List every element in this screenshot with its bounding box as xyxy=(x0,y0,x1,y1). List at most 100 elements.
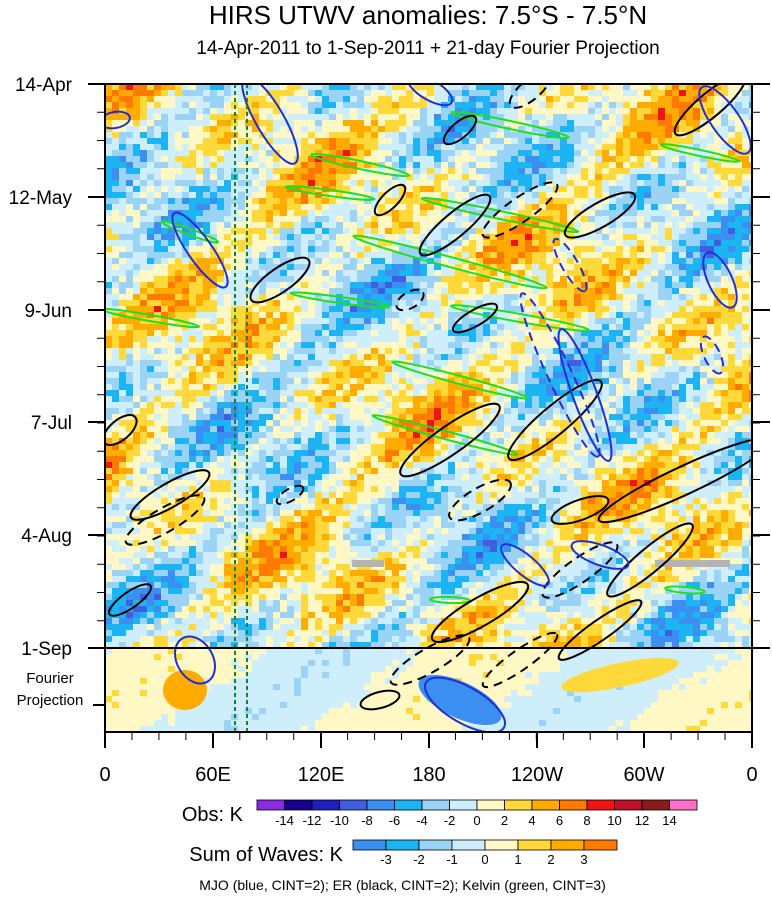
anomaly-cell xyxy=(672,306,680,313)
anomaly-cell xyxy=(574,90,582,97)
anomaly-cell xyxy=(385,384,393,391)
anomaly-cell xyxy=(168,276,176,283)
anomaly-cell xyxy=(623,150,631,157)
anomaly-cell xyxy=(112,156,120,163)
anomaly-cell xyxy=(294,180,302,187)
anomaly-cell xyxy=(616,228,624,235)
anomaly-cell xyxy=(574,306,582,313)
anomaly-cell xyxy=(595,204,603,211)
anomaly-cell xyxy=(140,300,148,307)
anomaly-cell xyxy=(490,180,498,187)
anomaly-cell xyxy=(637,354,645,361)
anomaly-cell xyxy=(490,96,498,103)
anomaly-cell xyxy=(161,246,169,253)
anomaly-cell xyxy=(686,174,694,181)
anomaly-cell xyxy=(301,120,309,127)
anomaly-cell xyxy=(406,330,414,337)
anomaly-cell xyxy=(525,228,533,235)
anomaly-cell xyxy=(483,216,491,223)
anomaly-cell xyxy=(112,270,120,277)
anomaly-cell xyxy=(392,96,400,103)
anomaly-cell xyxy=(126,168,134,175)
anomaly-cell xyxy=(322,114,330,121)
anomaly-cell xyxy=(140,246,148,253)
anomaly-cell xyxy=(350,312,358,319)
anomaly-cell xyxy=(532,282,540,289)
anomaly-cell xyxy=(735,360,743,367)
anomaly-cell xyxy=(392,336,400,343)
anomaly-cell xyxy=(364,90,372,97)
anomaly-cell xyxy=(546,360,554,367)
anomaly-cell xyxy=(679,174,687,181)
anomaly-cell xyxy=(693,336,701,343)
anomaly-cell xyxy=(728,162,736,169)
anomaly-cell xyxy=(357,222,365,229)
anomaly-cell xyxy=(609,336,617,343)
anomaly-cell xyxy=(329,300,337,307)
anomaly-cell xyxy=(679,384,687,391)
anomaly-cell xyxy=(742,294,750,301)
anomaly-cell xyxy=(490,132,498,139)
anomaly-cell xyxy=(126,204,134,211)
anomaly-cell xyxy=(112,132,120,139)
anomaly-cell xyxy=(630,306,638,313)
anomaly-cell xyxy=(623,126,631,133)
anomaly-cell xyxy=(588,330,596,337)
anomaly-cell xyxy=(147,150,155,157)
anomaly-cell xyxy=(462,342,470,349)
anomaly-cell xyxy=(231,234,239,241)
anomaly-cell xyxy=(630,246,638,253)
anomaly-cell xyxy=(105,168,113,175)
anomaly-cell xyxy=(287,366,295,373)
anomaly-cell xyxy=(203,390,211,397)
anomaly-cell xyxy=(637,342,645,349)
anomaly-cell xyxy=(406,168,414,175)
anomaly-cell xyxy=(406,372,414,379)
anomaly-cell xyxy=(238,330,246,337)
anomaly-cell xyxy=(252,108,260,115)
anomaly-cell xyxy=(469,138,477,145)
anomaly-cell xyxy=(504,276,512,283)
anomaly-cell xyxy=(140,312,148,319)
anomaly-cell xyxy=(399,102,407,109)
anomaly-cell xyxy=(371,84,379,91)
anomaly-cell xyxy=(392,306,400,313)
anomaly-cell xyxy=(574,282,582,289)
anomaly-cell xyxy=(742,144,750,151)
anomaly-cell xyxy=(238,90,246,97)
anomaly-cell xyxy=(287,198,295,205)
anomaly-cell xyxy=(728,234,736,241)
anomaly-cell xyxy=(140,306,148,313)
anomaly-cell xyxy=(385,282,393,289)
anomaly-cell xyxy=(154,240,162,247)
anomaly-cell xyxy=(609,150,617,157)
anomaly-cell xyxy=(133,150,141,157)
anomaly-cell xyxy=(273,342,281,349)
anomaly-cell xyxy=(434,144,442,151)
anomaly-cell xyxy=(686,354,694,361)
anomaly-cell xyxy=(644,156,652,163)
anomaly-cell xyxy=(623,384,631,391)
anomaly-cell xyxy=(455,312,463,319)
anomaly-cell xyxy=(637,252,645,259)
anomaly-cell xyxy=(329,390,337,397)
anomaly-cell xyxy=(287,306,295,313)
anomaly-cell xyxy=(329,324,337,331)
anomaly-cell xyxy=(476,306,484,313)
anomaly-cell xyxy=(217,282,225,289)
anomaly-cell xyxy=(728,240,736,247)
anomaly-cell xyxy=(532,90,540,97)
anomaly-cell xyxy=(560,144,568,151)
anomaly-cell xyxy=(154,348,162,355)
anomaly-cell xyxy=(742,246,750,253)
anomaly-cell xyxy=(378,276,386,283)
anomaly-cell xyxy=(378,396,386,403)
anomaly-cell xyxy=(329,192,337,199)
anomaly-cell xyxy=(476,366,484,373)
anomaly-cell xyxy=(574,276,582,283)
anomaly-cell xyxy=(294,396,302,403)
anomaly-cell xyxy=(504,294,512,301)
anomaly-cell xyxy=(154,216,162,223)
anomaly-cell xyxy=(525,342,533,349)
anomaly-cell xyxy=(196,162,204,169)
